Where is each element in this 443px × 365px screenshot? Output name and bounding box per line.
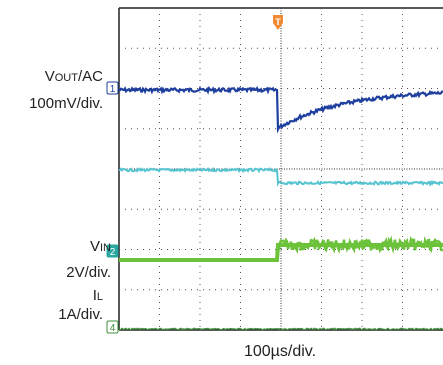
grid-dots bbox=[118, 7, 443, 331]
channel-1-marker-text: 1 bbox=[110, 84, 116, 95]
il-scale: 1A/div. bbox=[58, 306, 103, 323]
channel-1-marker bbox=[106, 81, 119, 95]
trigger-flag-text: T bbox=[275, 17, 281, 27]
trigger-flag bbox=[273, 15, 283, 30]
vin-label: VIN bbox=[89, 238, 111, 255]
channel-4-marker bbox=[106, 320, 119, 334]
channel-2-marker bbox=[106, 244, 119, 258]
vout-scale: 100mV/div. bbox=[29, 95, 103, 112]
channel-2-marker-text: 2 bbox=[110, 247, 116, 258]
vout-trace bbox=[118, 85, 443, 134]
vin-trace-noise bbox=[276, 235, 443, 254]
vout-label: VOUT/AC bbox=[44, 68, 103, 85]
vin-ripple-trace bbox=[118, 166, 443, 187]
timebase-label: 100µs/div. bbox=[243, 343, 317, 360]
channel-4-marker-text: 4 bbox=[110, 323, 116, 334]
il-label: IL bbox=[92, 287, 103, 304]
traces bbox=[118, 85, 443, 331]
vin-scale: 2V/div. bbox=[66, 264, 111, 281]
channel-markers: 1 2 4 bbox=[106, 81, 119, 334]
trigger-marker: T bbox=[273, 15, 283, 30]
il-trace bbox=[118, 327, 443, 331]
